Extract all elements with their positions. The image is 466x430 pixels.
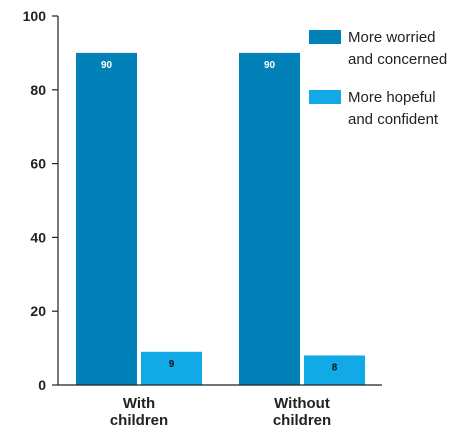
bars: 90 9 90 8 <box>76 52 365 386</box>
y-tick-label: 0 <box>38 377 46 393</box>
y-tick-label: 80 <box>30 82 46 98</box>
bar-hopeful-without-children <box>304 355 365 385</box>
x-category-label: children <box>110 412 168 429</box>
data-label: 90 <box>264 60 276 71</box>
legend-label: More hopeful <box>348 89 436 106</box>
legend-item: More worried and concerned <box>309 29 447 68</box>
legend-swatch <box>309 30 341 44</box>
x-category-label: With <box>123 395 155 412</box>
legend-label: and concerned <box>348 51 447 68</box>
legend-swatch <box>309 90 341 104</box>
data-label: 8 <box>332 362 338 373</box>
legend-item: More hopeful and confident <box>309 89 439 128</box>
x-category-label: Without <box>274 395 330 412</box>
legend-label: and confident <box>348 111 439 128</box>
y-tick-label: 100 <box>23 8 47 24</box>
y-axis: 0 20 40 60 80 100 <box>23 8 59 393</box>
bar-hopeful-with-children <box>141 351 202 385</box>
y-tick-label: 20 <box>30 303 46 319</box>
bar-worried-with-children <box>76 52 137 386</box>
y-tick-label: 40 <box>30 229 46 245</box>
data-label: 90 <box>101 60 113 71</box>
legend-label: More worried <box>348 29 436 46</box>
y-tick-label: 60 <box>30 156 46 172</box>
bar-worried-without-children <box>239 52 300 386</box>
legend: More worried and concerned More hopeful and… <box>309 29 447 128</box>
data-label: 9 <box>169 359 175 370</box>
x-category-label: children <box>273 412 331 429</box>
